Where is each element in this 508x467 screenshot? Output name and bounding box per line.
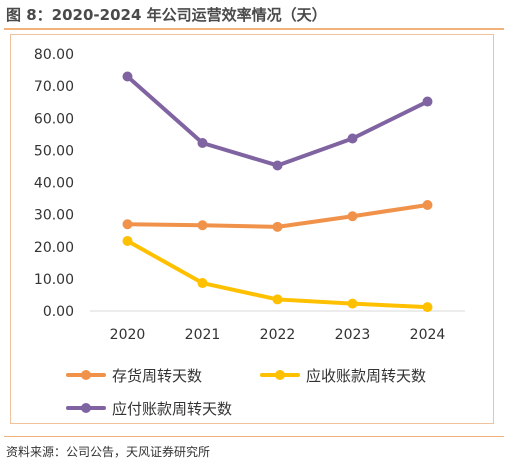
x-tick-label: 2024	[410, 327, 446, 343]
data-point	[422, 199, 433, 210]
source-note: 资料来源：公司公告，天风证券研究所	[6, 445, 211, 459]
y-tick-label: 20.00	[34, 240, 74, 256]
data-point	[197, 220, 208, 231]
y-tick-label: 40.00	[34, 176, 74, 192]
chart-frame	[10, 34, 494, 424]
data-point	[347, 133, 358, 144]
x-tick-label: 2022	[260, 327, 296, 343]
legend-marker	[275, 370, 285, 380]
legend-label: 应收账款周转天数	[306, 367, 426, 385]
y-tick-labels: 0.00 10.00 20.00 30.00 40.00 50.00 60.00 70.00 8…	[34, 47, 74, 320]
data-point	[272, 294, 283, 305]
data-point	[272, 221, 283, 232]
figure-title: 图 8：2020-2024 年公司运营效率情况（天）	[6, 6, 327, 24]
data-point	[422, 96, 433, 107]
data-point	[272, 160, 283, 171]
data-point	[347, 211, 358, 222]
y-tick-label: 10.00	[34, 272, 74, 288]
legend-marker	[81, 403, 91, 413]
series-lines	[122, 71, 433, 313]
source-rule	[4, 436, 504, 437]
data-point	[197, 137, 208, 148]
title-rule	[4, 28, 504, 30]
x-tick-label: 2020	[110, 327, 146, 343]
y-tick-label: 70.00	[34, 79, 74, 95]
data-point	[422, 302, 433, 313]
x-tick-label: 2021	[185, 327, 221, 343]
legend-label: 应付账款周转天数	[112, 400, 232, 418]
data-point	[122, 235, 133, 246]
x-tick-label: 2023	[335, 327, 371, 343]
y-tick-label: 30.00	[34, 208, 74, 224]
y-tick-label: 80.00	[34, 47, 74, 63]
legend-label: 存货周转天数	[112, 367, 202, 385]
data-point	[197, 278, 208, 289]
data-point	[122, 219, 133, 230]
data-point	[122, 71, 133, 82]
x-tick-labels: 2020 2021 2022 2023 2024	[110, 327, 446, 343]
data-point	[347, 298, 358, 309]
legend-marker	[81, 370, 91, 380]
y-tick-label: 60.00	[34, 111, 74, 127]
y-tick-label: 0.00	[43, 304, 74, 320]
series-line	[125, 74, 430, 168]
y-tick-label: 50.00	[34, 143, 74, 159]
